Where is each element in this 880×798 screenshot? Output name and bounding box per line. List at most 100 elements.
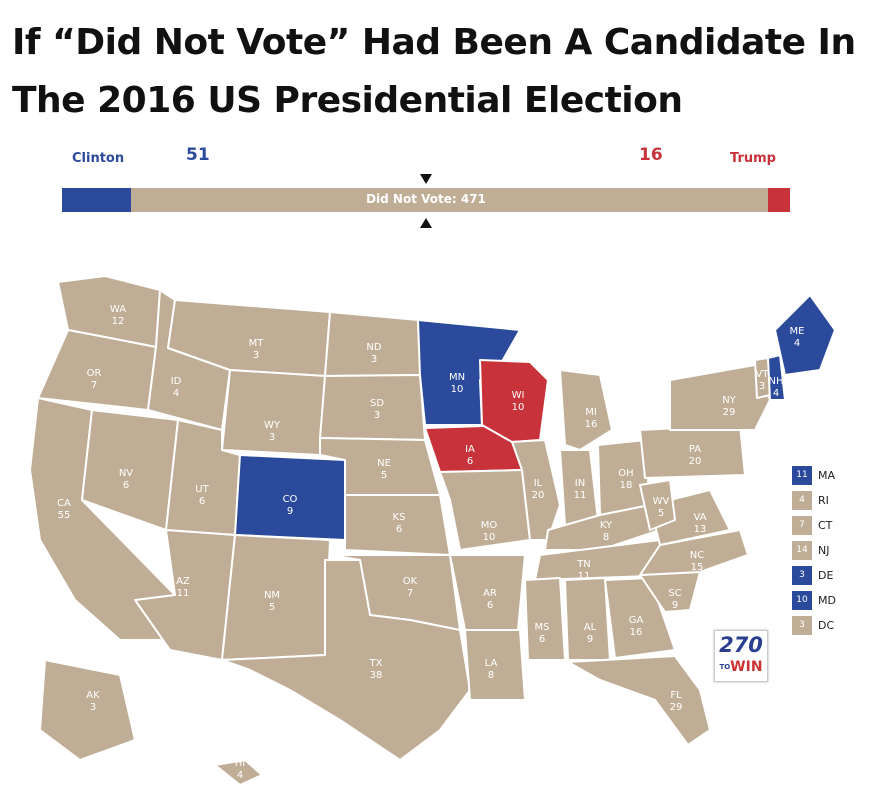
legend-ev-ct: 7 xyxy=(792,516,812,535)
state-label-mo: MO xyxy=(481,520,498,531)
state-ev-or: 7 xyxy=(91,380,97,391)
state-label-oh: OH xyxy=(618,468,633,479)
state-label-wi: WI xyxy=(512,390,525,401)
state-ev-ca: 55 xyxy=(58,510,71,521)
state-ev-hi: 4 xyxy=(237,770,243,781)
state-ev-mo: 10 xyxy=(483,532,496,543)
state-ev-ms: 6 xyxy=(539,634,545,645)
state-ev-tx: 38 xyxy=(370,670,383,681)
state-label-ak: AK xyxy=(86,690,100,701)
state-label-ok: OK xyxy=(403,576,418,587)
logo-number: 270 xyxy=(719,633,763,657)
state-label-ky: KY xyxy=(600,520,613,531)
state-ev-co: 9 xyxy=(287,506,293,517)
state-ev-ar: 6 xyxy=(487,600,493,611)
state-ny xyxy=(669,364,771,431)
state-label-nv: NV xyxy=(119,468,133,479)
state-ev-mn: 10 xyxy=(451,384,464,395)
state-ev-mi: 16 xyxy=(585,419,598,430)
trump-bar-segment xyxy=(768,188,790,212)
state-label-vt: VT xyxy=(756,369,770,380)
trump-name: Trump xyxy=(730,151,776,166)
state-label-nd: ND xyxy=(366,342,381,353)
state-label-ar: AR xyxy=(483,588,497,599)
legend-abbr-de: DE xyxy=(818,569,834,582)
legend-ev-ma: 11 xyxy=(792,466,812,485)
clinton-bar-segment xyxy=(62,188,131,212)
title-line-1: If “Did Not Vote” Had Been A Candidate I… xyxy=(12,22,856,63)
state-ev-nd: 3 xyxy=(371,354,377,365)
state-ev-ne: 5 xyxy=(381,470,387,481)
state-ev-il: 20 xyxy=(532,490,545,501)
state-ev-nv: 6 xyxy=(123,480,129,491)
state-label-mi: MI xyxy=(585,407,597,418)
legend-ev-ri: 4 xyxy=(792,491,812,510)
state-label-wa: WA xyxy=(110,304,126,315)
state-nc xyxy=(639,529,749,576)
state-label-in: IN xyxy=(575,478,585,489)
legend-abbr-ct: CT xyxy=(818,519,833,532)
legend-ev-de: 3 xyxy=(792,566,812,585)
state-ev-al: 9 xyxy=(587,634,593,645)
state-ak xyxy=(39,659,136,761)
legend-abbr-md: MD xyxy=(818,594,836,607)
state-ga xyxy=(604,577,676,659)
state-tx xyxy=(221,559,471,761)
state-label-ny: NY xyxy=(722,395,736,406)
state-ms xyxy=(524,577,566,661)
state-label-al: AL xyxy=(584,622,597,633)
state-al xyxy=(564,577,611,661)
state-label-tn: TN xyxy=(576,559,591,570)
state-ev-tn: 11 xyxy=(578,571,591,582)
trump-votes: 16 xyxy=(639,145,663,165)
state-label-sd: SD xyxy=(370,398,384,409)
state-ev-nh: 4 xyxy=(773,388,779,399)
state-label-ia: IA xyxy=(465,444,475,455)
legend-ev-dc: 3 xyxy=(792,616,812,635)
state-nh xyxy=(767,354,786,401)
state-wi xyxy=(479,359,549,443)
state-label-wy: WY xyxy=(264,420,281,431)
clinton-name: Clinton xyxy=(72,151,125,166)
state-label-ga: GA xyxy=(629,615,644,626)
state-hi xyxy=(214,759,263,786)
electoral-vote-bar: Did Not Vote: 471 xyxy=(62,188,790,212)
clinton-votes: 51 xyxy=(186,145,210,165)
state-label-ca: CA xyxy=(57,498,71,509)
state-mi xyxy=(559,369,613,451)
state-ev-wy: 3 xyxy=(269,432,275,443)
state-wv xyxy=(639,479,676,531)
state-label-me: ME xyxy=(790,326,805,337)
state-label-mn: MN xyxy=(449,372,465,383)
legend-ev-md: 10 xyxy=(792,591,812,610)
state-label-tx: TX xyxy=(369,658,383,669)
logo-word: TOWIN xyxy=(719,659,763,675)
legend-abbr-ri: RI xyxy=(818,494,829,507)
state-ev-wv: 5 xyxy=(658,508,664,519)
state-label-wv: WV xyxy=(653,496,670,507)
state-ev-ak: 3 xyxy=(90,702,96,713)
state-ev-va: 13 xyxy=(694,524,707,535)
did-not-vote-label: Did Not Vote: 471 xyxy=(366,192,486,206)
state-label-or: OR xyxy=(87,368,102,379)
state-label-sc: SC xyxy=(668,588,681,599)
state-ev-nm: 5 xyxy=(269,602,275,613)
legend-ev-nj: 14 xyxy=(792,541,812,560)
state-ev-az: 11 xyxy=(177,588,190,599)
state-ev-ut: 6 xyxy=(199,496,205,507)
legend-abbr-nj: NJ xyxy=(818,544,830,557)
state-label-nh: NH xyxy=(769,376,784,387)
legend-abbr-dc: DC xyxy=(818,619,835,632)
state-label-la: LA xyxy=(485,658,498,669)
state-ev-oh: 18 xyxy=(620,480,633,491)
state-label-ms: MS xyxy=(535,622,550,633)
state-label-ut: UT xyxy=(195,484,209,495)
state-label-fl: FL xyxy=(670,690,682,701)
state-me xyxy=(774,294,836,376)
state-ev-ia: 6 xyxy=(467,456,473,467)
state-ev-ga: 16 xyxy=(630,627,643,638)
state-ev-ks: 6 xyxy=(396,524,402,535)
state-la xyxy=(464,629,526,701)
state-ev-vt: 3 xyxy=(759,381,765,392)
